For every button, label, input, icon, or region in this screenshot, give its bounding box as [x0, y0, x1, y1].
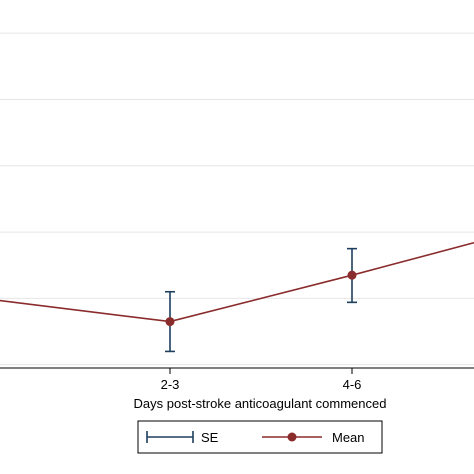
legend-label-mean: Mean — [332, 430, 365, 445]
x-tick-label-2-3: 2-3 — [161, 377, 180, 392]
mean-point — [347, 270, 357, 280]
mean-point — [165, 317, 175, 327]
legend-se-symbol — [146, 431, 194, 443]
legend: SE Mean — [137, 420, 383, 454]
plot-area — [0, 32, 474, 374]
legend-mean-symbol — [262, 432, 322, 442]
x-axis-title: Days post-stroke anticoagulant commenced — [134, 396, 387, 411]
legend-label-se: SE — [201, 430, 219, 445]
mean-line — [0, 241, 474, 323]
x-tick-label-4-6: 4-6 — [343, 377, 362, 392]
